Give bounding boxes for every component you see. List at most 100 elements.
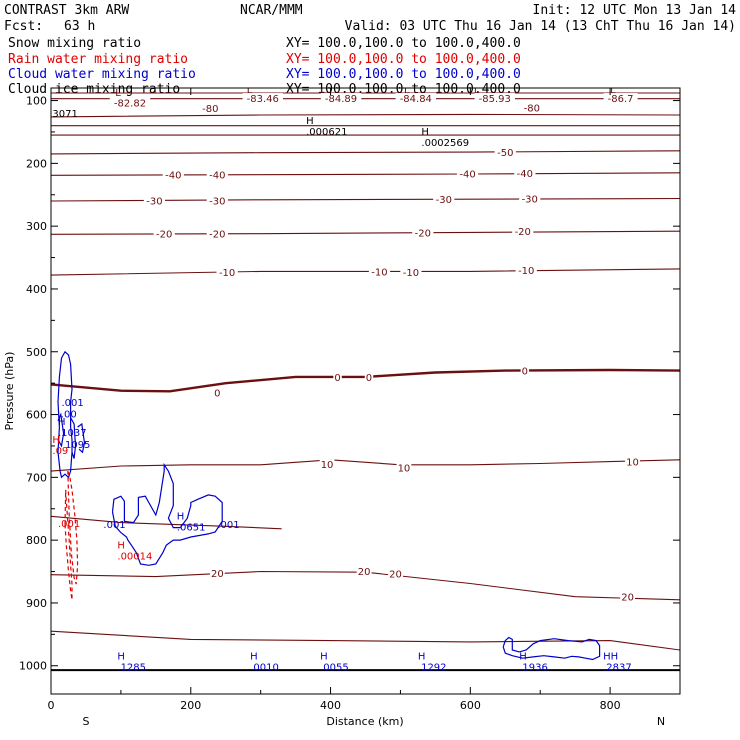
init-time: Init: 12 UTC Mon 13 Jan 14 [533, 3, 737, 18]
contour-label: 0 [334, 373, 340, 384]
isotherm-line [51, 230, 680, 235]
contour-label-background [396, 462, 412, 473]
extremum-value: .001 [58, 519, 80, 530]
contour-label-background [109, 97, 151, 108]
extremum-symbol: H [117, 540, 125, 551]
cloud-water-contour [77, 422, 86, 454]
extremum-symbol: H [306, 116, 314, 127]
contour-label: -10 [371, 267, 387, 278]
extremum-value: 3071 [52, 109, 77, 120]
contour-label: -40 [459, 169, 475, 180]
extremum-value: .00 [61, 409, 77, 420]
contour-label-background [625, 456, 640, 467]
contour-label-background [412, 227, 434, 238]
contour-label-background [603, 93, 638, 104]
contour-label: 20 [211, 569, 224, 580]
contour-label-background [364, 371, 374, 382]
extremum-value: .0055 [320, 662, 349, 673]
isotherm-line [51, 113, 680, 118]
contour-label: -80 [202, 104, 218, 115]
extremum-value: .2837 [603, 662, 632, 673]
cloud-water-contour [57, 412, 65, 448]
extremum-value: .0002569 [421, 138, 469, 149]
contour-label: -20 [209, 230, 225, 241]
cloud-water-contour [70, 417, 77, 459]
contour-label-background [520, 365, 530, 376]
contour-label: 20 [358, 567, 371, 578]
extremum-symbol: H [250, 651, 258, 662]
x-tick-label: 0 [48, 699, 55, 712]
y-tick-label: 1000 [19, 660, 47, 673]
extremum-symbol: L [320, 85, 326, 96]
contour-label-background [319, 459, 335, 470]
forecast-label: Fcst: [4, 19, 43, 34]
field-name: Rain water mixing ratio [8, 52, 188, 67]
forecast-value: 63 h [64, 19, 95, 34]
contour-label-background [206, 195, 228, 206]
field-name: Snow mixing ratio [8, 36, 141, 51]
contour-label: -40 [209, 171, 225, 182]
y-tick-label: 500 [26, 346, 47, 359]
contour-label-background [494, 147, 516, 158]
extremum-symbol: L [610, 85, 616, 96]
y-tick-label: 900 [26, 597, 47, 610]
y-tick-label: 700 [26, 471, 47, 484]
extremum-symbol: H [52, 435, 60, 446]
extremum-value: .1292 [418, 662, 447, 673]
isotherm-line [51, 150, 680, 155]
contour-label: -30 [146, 196, 162, 207]
contour-label-background [474, 93, 515, 104]
extremum-symbol: H [421, 127, 429, 138]
contour-label: -40 [517, 169, 533, 180]
extremum-symbol: H [418, 651, 426, 662]
extremum-value: .1285 [117, 662, 146, 673]
contour-label-background [162, 169, 184, 180]
rain-water-contour [67, 470, 79, 585]
contour-label: -30 [209, 196, 225, 207]
extremum-symbol: H [320, 651, 328, 662]
model-title: CONTRAST 3km ARW [4, 3, 129, 18]
contour-label-background [242, 93, 283, 104]
y-tick-label: 400 [26, 283, 47, 296]
x-axis-label: Distance (km) [326, 715, 403, 728]
contour-label: -20 [415, 228, 431, 239]
contour-label-background [512, 226, 534, 237]
contour-label: -10 [403, 268, 419, 279]
left-endpoint-label: S [83, 715, 90, 728]
isotherm-line [51, 268, 680, 276]
contour-label-background [206, 169, 228, 180]
x-tick-label: 200 [180, 699, 201, 712]
contour-label: 10 [398, 463, 411, 474]
contour-label-background [209, 567, 225, 578]
y-tick-label: 200 [26, 157, 47, 170]
contour-label-background [456, 168, 479, 179]
contour-label: -84.89 [325, 94, 357, 105]
extremum-symbol: H [58, 417, 66, 428]
contour-label-background [143, 195, 166, 206]
extremum-value: .0651 [177, 522, 206, 533]
y-tick-label: 800 [26, 534, 47, 547]
field-xy: XY= 100.0,100.0 to 100.0,400.0 [286, 67, 521, 82]
contour-label-background [521, 102, 543, 113]
cloud-water-contour [111, 462, 223, 566]
contour-label: -40 [165, 171, 181, 182]
contour-label: 0 [214, 389, 220, 400]
extremum-value: .09 [52, 446, 68, 457]
extremum-value: .001 [103, 520, 125, 531]
contour-label-background [199, 103, 221, 114]
extremum-value: .0010 [250, 662, 279, 673]
contour-label-background [206, 228, 228, 239]
contour-label-background [356, 565, 372, 576]
contour-label: -20 [156, 230, 172, 241]
extremum-symbol: H [519, 651, 527, 662]
extremum-symbol: H [177, 511, 185, 522]
contour-label-background [395, 93, 437, 104]
contour-label-background [216, 266, 238, 277]
x-tick-label: 600 [460, 699, 481, 712]
contour-label: -84.84 [400, 94, 432, 105]
extremum-symbol: L [404, 85, 410, 96]
y-axis-label: Pressure (hPa) [3, 352, 16, 431]
plot-content: -82.82 -83.46 -84.89 -84.84 -85.93 -86.7 -80 -8… [51, 85, 680, 673]
